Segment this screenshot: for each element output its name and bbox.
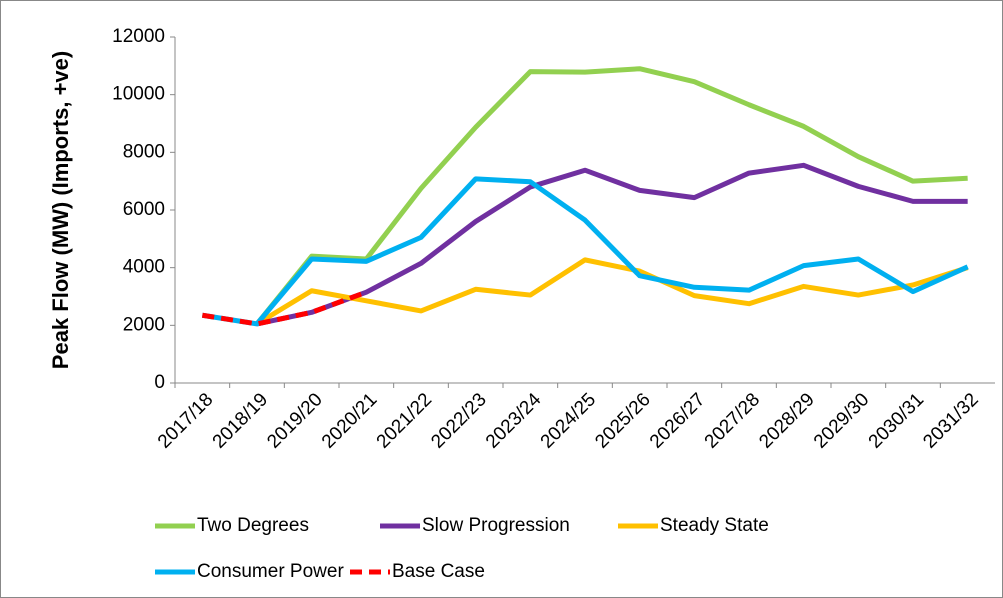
series-line [255, 257, 969, 327]
y-tick-label: 6000 [123, 199, 165, 220]
legend-label: Slow Progression [422, 515, 570, 536]
legend-label: Consumer Power [197, 561, 344, 582]
legend-label: Two Degrees [197, 515, 309, 536]
series-line [256, 162, 968, 327]
y-tick-label: 12000 [112, 26, 165, 47]
y-tick-label: 4000 [123, 257, 165, 278]
y-tick-label: 8000 [123, 141, 165, 162]
y-tick-label: 10000 [112, 84, 165, 105]
y-tick-label: 2000 [123, 314, 165, 335]
y-tick-label: 0 [154, 372, 165, 393]
series-line [201, 176, 969, 327]
legend-label: Base Case [392, 561, 485, 582]
y-axis-label: Peak Flow (MW) (Imports, +ve) [48, 51, 73, 369]
series-line [201, 289, 368, 327]
legend-label: Steady State [660, 515, 769, 536]
series-line [255, 66, 968, 326]
